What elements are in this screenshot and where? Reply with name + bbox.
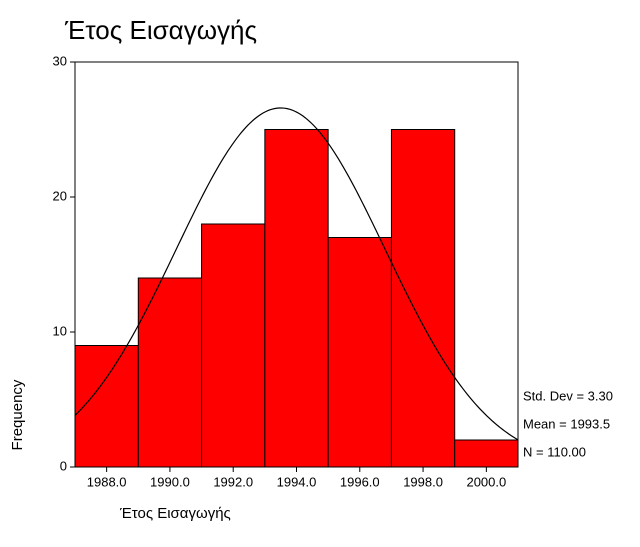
x-tick-label: 1990.0 — [150, 474, 190, 489]
stat-label: Mean = 1993.5 — [523, 416, 610, 431]
x-tick-label: 1988.0 — [87, 474, 127, 489]
y-tick-label: 20 — [53, 188, 67, 203]
bar — [327, 237, 392, 468]
bar — [390, 129, 456, 468]
x-tick-label: 1994.0 — [277, 474, 317, 489]
stat-label: Std. Dev = 3.30 — [523, 388, 613, 403]
bar — [201, 223, 266, 468]
x-tick-label: 1996.0 — [340, 474, 380, 489]
bar — [137, 277, 203, 468]
y-axis-label: Frequency — [9, 379, 26, 450]
x-tick-label: 1998.0 — [403, 474, 443, 489]
y-tick-label: 0 — [60, 458, 67, 473]
y-tick-label: 30 — [53, 53, 67, 68]
normal-curve — [74, 107, 519, 441]
bar — [74, 345, 139, 468]
x-tick-label: 1992.0 — [213, 474, 253, 489]
stat-label: N = 110.00 — [523, 444, 586, 459]
x-tick-label: 2000.0 — [466, 474, 506, 489]
y-tick-label: 10 — [53, 323, 67, 338]
chart-title: Έτος Εισαγωγής — [64, 15, 257, 45]
x-axis-label: Έτος Εισαγωγής — [119, 505, 231, 522]
bar — [454, 439, 519, 468]
bar — [264, 129, 329, 468]
